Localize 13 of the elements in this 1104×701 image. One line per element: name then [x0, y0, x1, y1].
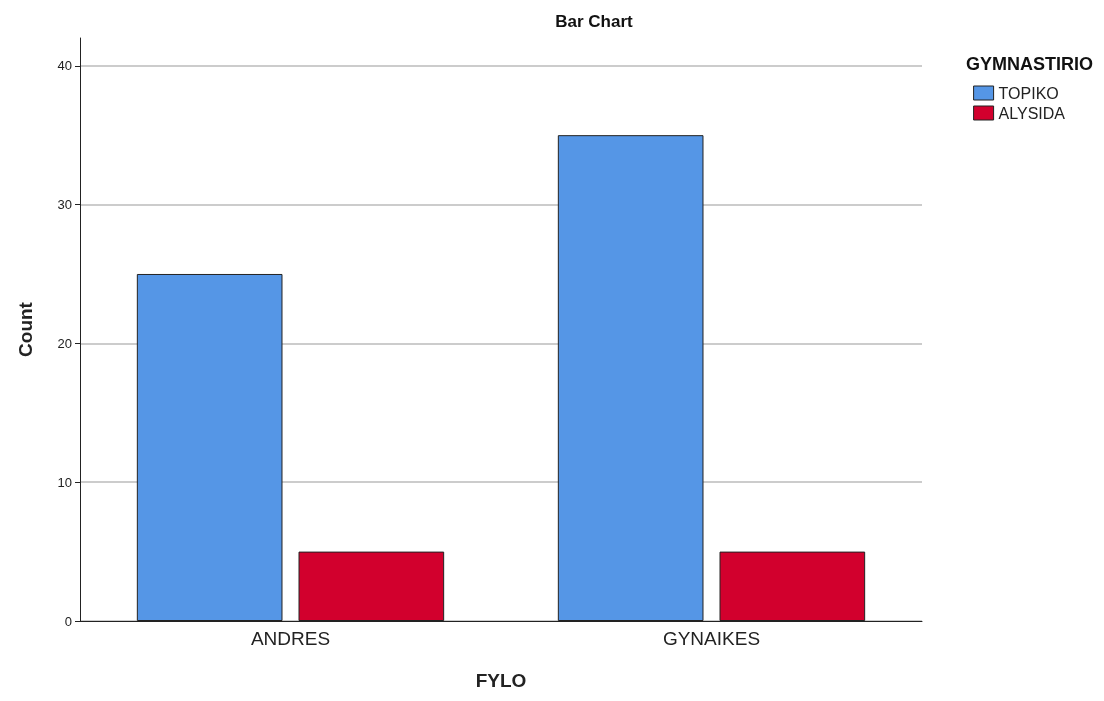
y-tick-label: 10: [57, 474, 72, 490]
chart-title: Bar Chart: [555, 12, 634, 31]
y-axis-title: Count: [15, 301, 36, 357]
y-tick-label: 20: [57, 335, 72, 351]
y-tick-label: 30: [57, 197, 72, 213]
legend-label: TOPIKO: [998, 84, 1059, 102]
x-tick-label: ANDRES: [250, 628, 331, 649]
x-axis-title: FYLO: [475, 670, 527, 691]
y-tick-label: 0: [64, 613, 72, 629]
x-tick-label: GYNAIKES: [662, 628, 761, 649]
legend-label: ALYSIDA: [998, 104, 1066, 122]
legend-title: GYMNASTIRIO: [966, 54, 1094, 74]
y-tick-label: 40: [57, 58, 72, 74]
